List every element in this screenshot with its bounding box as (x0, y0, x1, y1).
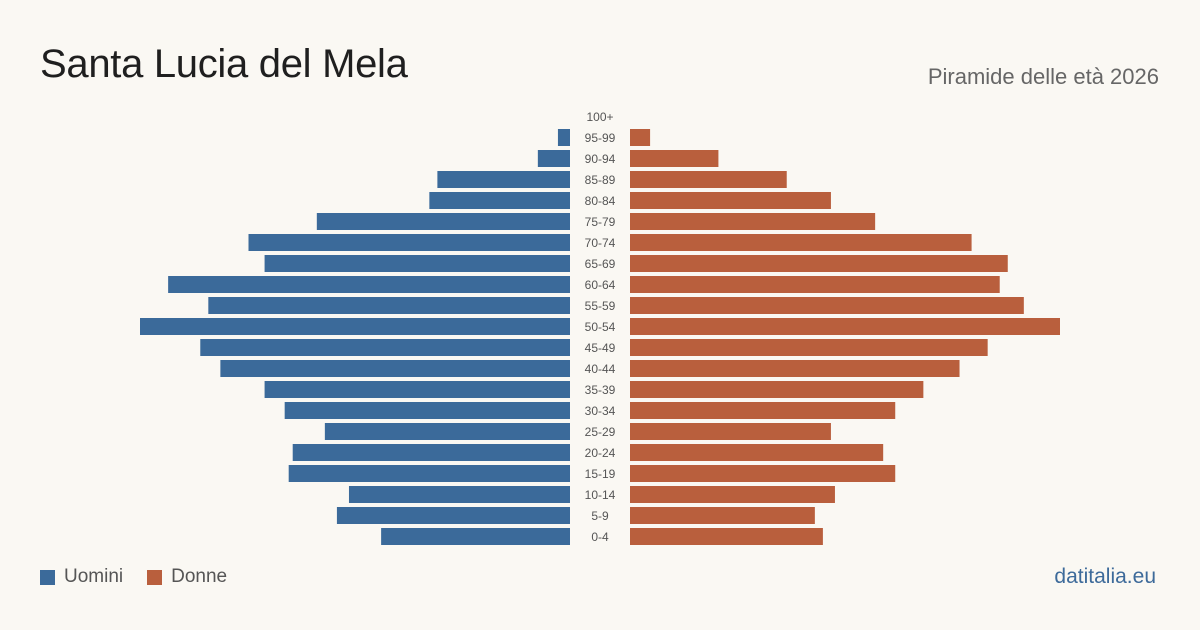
age-label-20-24: 20-24 (585, 446, 616, 460)
legend-women-label: Donne (171, 566, 228, 587)
bar-men-20-24 (292, 444, 570, 461)
bar-men-90-94 (537, 150, 570, 167)
bar-men-10-14 (348, 486, 570, 503)
source-link[interactable]: datitalia.eu (1054, 565, 1156, 588)
bar-men-75-79 (316, 213, 570, 230)
age-label-70-74: 70-74 (585, 236, 616, 250)
bar-men-40-44 (220, 360, 570, 377)
bar-men-65-69 (264, 255, 570, 272)
bar-women-55-59 (630, 297, 1024, 314)
bar-men-70-74 (248, 234, 570, 251)
legend-item-women: Donne (147, 566, 227, 588)
bar-men-60-64 (168, 276, 570, 293)
legend-men-label: Uomini (64, 566, 124, 587)
age-label-55-59: 55-59 (585, 299, 616, 313)
bar-men-95-99 (557, 129, 570, 146)
age-label-100+: 100+ (586, 110, 613, 124)
bar-women-25-29 (630, 423, 831, 440)
bar-women-45-49 (630, 339, 988, 356)
bar-women-5-9 (630, 507, 815, 524)
bar-men-50-54 (140, 318, 570, 335)
bar-women-65-69 (630, 255, 1008, 272)
bar-women-20-24 (630, 444, 884, 461)
bar-women-95-99 (630, 129, 651, 146)
age-label-45-49: 45-49 (585, 341, 616, 355)
age-label-65-69: 65-69 (585, 257, 616, 271)
bar-women-75-79 (630, 213, 876, 230)
men-swatch (40, 569, 55, 585)
bar-men-30-34 (284, 402, 570, 419)
age-label-85-89: 85-89 (585, 173, 616, 187)
bar-women-35-39 (630, 381, 924, 398)
bar-women-15-19 (630, 465, 896, 482)
chart-subtitle: Piramide delle età 2026 (927, 64, 1159, 89)
bar-women-80-84 (630, 192, 831, 209)
legend-item-men: Uomini (40, 566, 123, 588)
age-label-5-9: 5-9 (591, 509, 609, 523)
age-label-80-84: 80-84 (585, 194, 616, 208)
age-label-50-54: 50-54 (585, 320, 616, 334)
bar-men-55-59 (208, 297, 571, 314)
age-label-40-44: 40-44 (585, 362, 616, 376)
bar-women-40-44 (630, 360, 960, 377)
bar-men-45-49 (200, 339, 570, 356)
age-label-35-39: 35-39 (585, 383, 616, 397)
bar-women-60-64 (630, 276, 1000, 293)
bar-men-0-4 (381, 528, 570, 545)
age-label-75-79: 75-79 (585, 215, 616, 229)
bar-women-10-14 (630, 486, 835, 503)
bar-women-50-54 (630, 318, 1060, 335)
age-label-10-14: 10-14 (585, 488, 616, 502)
bar-women-90-94 (630, 150, 719, 167)
age-label-25-29: 25-29 (585, 425, 616, 439)
bar-men-80-84 (429, 192, 570, 209)
bar-women-30-34 (630, 402, 896, 419)
chart-legend: Uomini Donne (40, 566, 251, 588)
bar-women-0-4 (630, 528, 823, 545)
page-title: Santa Lucia del Mela (40, 42, 408, 86)
age-label-60-64: 60-64 (585, 278, 616, 292)
age-label-15-19: 15-19 (585, 467, 616, 481)
age-label-95-99: 95-99 (585, 131, 616, 145)
age-label-30-34: 30-34 (585, 404, 616, 418)
bar-men-25-29 (324, 423, 570, 440)
bar-men-85-89 (437, 171, 570, 188)
bar-women-70-74 (630, 234, 972, 251)
age-label-0-4: 0-4 (591, 530, 609, 544)
bar-women-85-89 (630, 171, 787, 188)
bar-men-5-9 (336, 507, 570, 524)
bar-men-15-19 (288, 465, 570, 482)
bar-men-35-39 (264, 381, 570, 398)
women-swatch (147, 569, 163, 585)
age-label-90-94: 90-94 (585, 152, 616, 166)
